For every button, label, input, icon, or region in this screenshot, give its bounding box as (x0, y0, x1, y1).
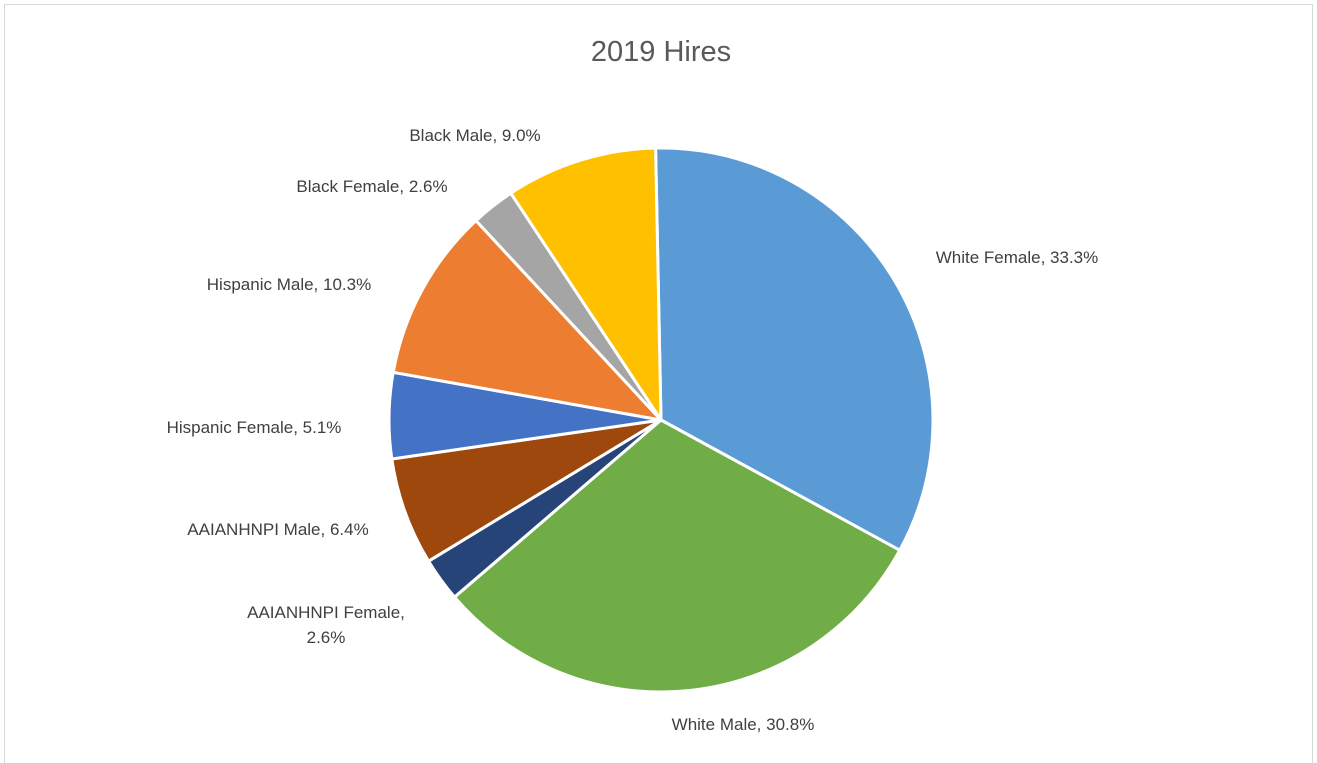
pie-slice-white-female (654, 146, 935, 552)
data-label-black-female: Black Female, 2.6% (296, 177, 447, 196)
data-label-white-female: White Female, 33.3% (936, 248, 1099, 267)
data-label-aaianhnpi-female: AAIANHNPI Female, 2.6% (247, 603, 405, 647)
pie-slice-white-male (453, 418, 902, 694)
data-label-aaianhnpi-male: AAIANHNPI Male, 6.4% (187, 520, 368, 539)
data-label-black-male: Black Male, 9.0% (409, 126, 540, 145)
data-label-hispanic-male: Hispanic Male, 10.3% (207, 275, 371, 294)
data-labels: White Female, 33.3% White Male, 30.8% AAIA… (167, 126, 1099, 734)
data-label-hispanic-female: Hispanic Female, 5.1% (167, 418, 342, 437)
pie-slice-black-male (509, 146, 663, 422)
chart-title: 2019 Hires (591, 36, 731, 68)
data-label-white-male: White Male, 30.8% (672, 715, 815, 734)
pie-slices (387, 146, 935, 694)
pie-slice-hispanic-male (391, 219, 663, 422)
